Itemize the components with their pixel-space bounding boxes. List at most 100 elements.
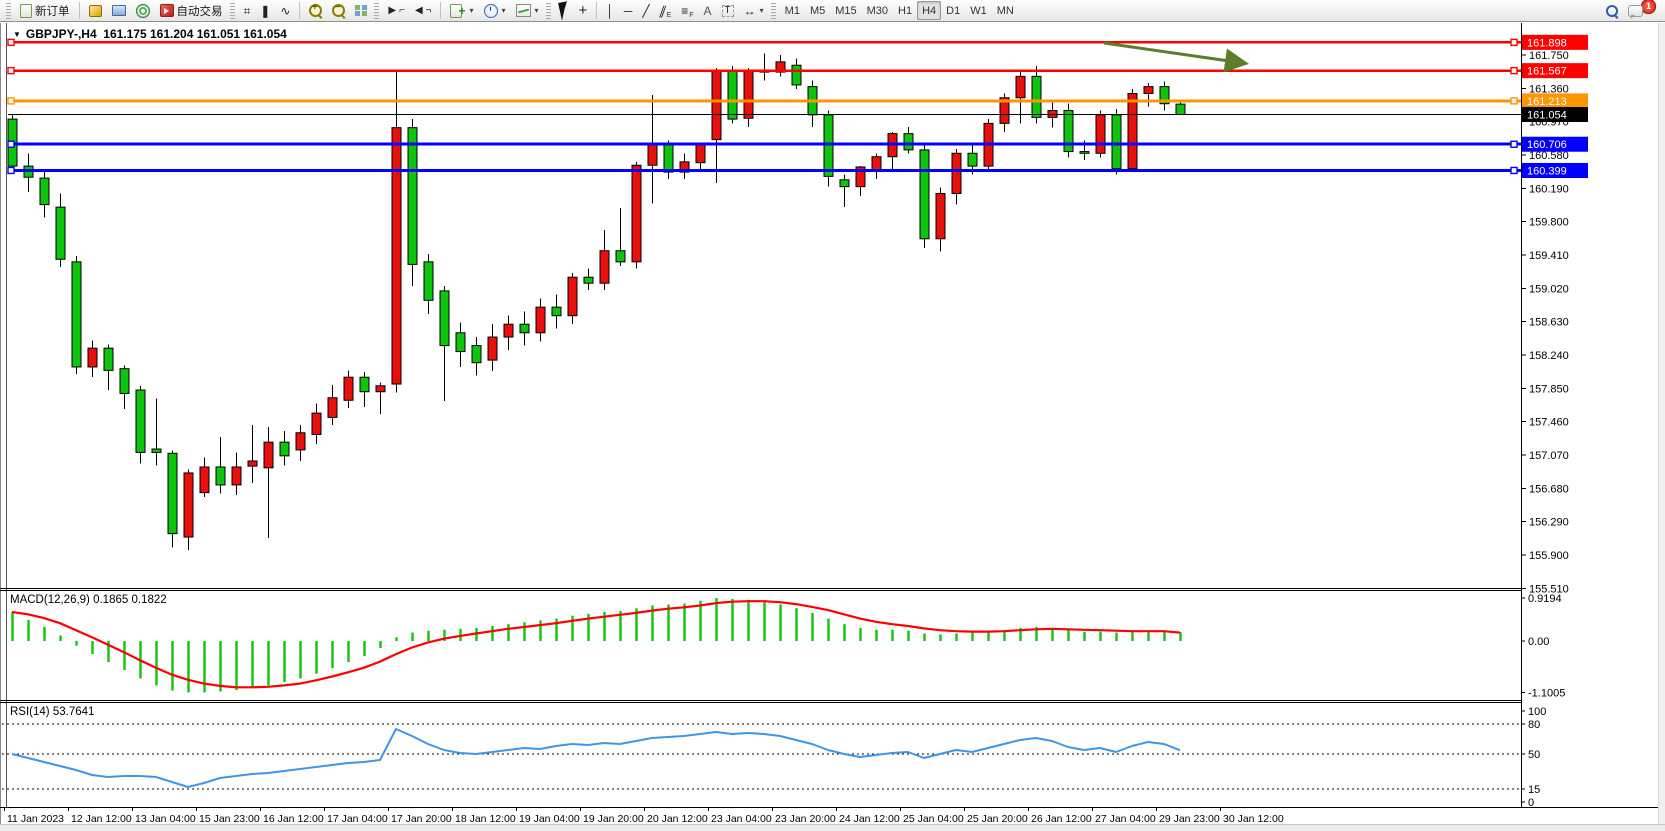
timeframe-w1[interactable]: W1 [965, 1, 992, 20]
svg-text:160.706: 160.706 [1527, 139, 1567, 151]
fibonacci-sub-label: F [689, 12, 694, 19]
candlestick-chart-button[interactable]: ❚ [255, 1, 275, 20]
timeframe-d1[interactable]: D1 [941, 1, 965, 20]
fibonacci-tool-button[interactable]: ≡ F [676, 1, 698, 20]
line-handle [7, 140, 15, 148]
toolbar-separator [78, 2, 80, 19]
chart-header[interactable]: ▼ GBPJPY-,H4 161.175 161.204 161.051 161.… [13, 27, 287, 41]
line-chart-button[interactable]: ∿ [275, 1, 295, 20]
new-order-button[interactable]: 新订单 [15, 1, 75, 20]
bull-candle [263, 441, 274, 469]
bear-candle [903, 133, 914, 151]
zoom-out-icon: − [332, 2, 346, 17]
chart-shift-button[interactable]: ◀ ¬ [410, 1, 437, 20]
bull-candle [295, 432, 306, 451]
line-handle [7, 97, 15, 105]
collapse-arrow-icon[interactable]: ▼ [13, 30, 21, 39]
channel-tool-button[interactable]: ∥ E [655, 1, 677, 20]
bull-candle [503, 323, 514, 338]
toolbar-grip[interactable] [770, 2, 776, 19]
data-window-button[interactable] [84, 1, 107, 20]
time-tick-label: 12 Jan 12:00 [71, 813, 132, 825]
line-handle [1510, 38, 1518, 47]
hline-tool-button[interactable]: ─ [619, 1, 638, 20]
periods-button[interactable]: ▾ [479, 1, 511, 20]
rsi-axis-label: 15 [1528, 784, 1540, 796]
zoom-in-icon: + [309, 2, 323, 17]
price-tick-label: 159.020 [1529, 283, 1569, 295]
bear-candle [423, 261, 434, 301]
rsi-axis-label: 100 [1528, 706, 1546, 718]
bear-candle [727, 70, 738, 120]
time-tick-label: 24 Jan 12:00 [839, 813, 900, 825]
clock-icon [483, 3, 498, 18]
horizontal-line-object[interactable] [7, 166, 1521, 175]
trendline-icon: ╱ [642, 3, 650, 18]
templates-button[interactable]: ▾ [511, 1, 544, 20]
bear-candle [151, 448, 162, 453]
bar-chart-button[interactable]: ⌗ [239, 1, 256, 20]
notifications-button[interactable]: 1 [1623, 0, 1661, 20]
auto-scroll-button[interactable]: ▶ ⌐ [383, 1, 410, 20]
toolbar-grip[interactable] [545, 2, 551, 19]
timeframe-h1[interactable]: H1 [893, 1, 917, 20]
terminal-button[interactable] [107, 1, 131, 20]
price-tick-label: 155.900 [1529, 550, 1569, 562]
toolbar-grip[interactable] [374, 2, 380, 19]
zoom-in-button[interactable]: + [304, 1, 327, 20]
price-tick-label: 156.290 [1529, 517, 1569, 529]
zoom-out-button[interactable]: − [327, 1, 350, 20]
horizontal-line-object[interactable] [7, 38, 1521, 47]
timeframe-m1[interactable]: M1 [780, 1, 805, 20]
timeframe-mn[interactable]: MN [992, 1, 1019, 20]
bull-candle [775, 61, 786, 73]
terminal-icon [111, 5, 126, 16]
time-tick-label: 25 Jan 04:00 [903, 813, 964, 825]
rsi-axis-label: 50 [1528, 749, 1540, 761]
toolbar-grip[interactable] [6, 2, 11, 19]
strategy-tester-button[interactable] [131, 1, 155, 20]
price-tick-label: 159.410 [1529, 250, 1569, 262]
crosshair-tool-button[interactable]: + [574, 1, 593, 20]
bull-candle [1015, 75, 1026, 99]
bull-candle [375, 385, 386, 393]
window-right-edge[interactable] [1658, 23, 1665, 824]
auto-trading-button[interactable]: 自动交易 [155, 1, 228, 20]
bear-candle [167, 452, 178, 535]
bull-candle [871, 156, 882, 171]
rsi-value: 53.7641 [52, 706, 95, 718]
toolbar-separator [440, 2, 442, 19]
label-tool-button[interactable]: T [717, 1, 739, 20]
symbol-title: GBPJPY-,H4 [25, 27, 97, 41]
text-tool-button[interactable]: A [699, 1, 717, 20]
time-tick-label: 27 Jan 04:00 [1095, 813, 1156, 825]
timeframe-m5[interactable]: M5 [805, 1, 830, 20]
timeframe-m30[interactable]: M30 [862, 1, 893, 20]
data-window-icon [88, 4, 102, 17]
timeframe-h4[interactable]: H4 [917, 1, 942, 20]
toolbar-grip[interactable] [229, 2, 235, 19]
trendline-tool-button[interactable]: ╱ [637, 1, 654, 20]
horizontal-line-object[interactable] [7, 66, 1521, 75]
bear-candle [55, 206, 66, 260]
auto-trading-label: 自动交易 [176, 5, 223, 18]
arrows-tool-button[interactable]: ↔ ▾ [739, 1, 769, 20]
bull-candle [343, 376, 354, 401]
tile-windows-button[interactable] [350, 1, 372, 20]
timeframe-m15[interactable]: M15 [830, 1, 861, 20]
bull-candle [87, 347, 98, 368]
bull-candle [327, 397, 338, 418]
search-button[interactable] [1601, 1, 1623, 20]
indicators-button[interactable]: + ▾ [445, 1, 478, 20]
vline-tool-button[interactable]: │ [601, 1, 619, 20]
time-tick-label: 13 Jan 04:00 [135, 813, 196, 825]
bull-candle [855, 166, 866, 188]
horizontal-line-object[interactable] [7, 140, 1521, 148]
price-tick-label: 159.800 [1529, 217, 1569, 229]
indicators-icon [450, 3, 463, 18]
horizontal-line-object[interactable] [7, 97, 1521, 105]
label-tool-icon: T [721, 4, 734, 17]
crosshair-icon: + [578, 2, 588, 19]
trend-arrow-annotation[interactable] [1103, 41, 1249, 73]
